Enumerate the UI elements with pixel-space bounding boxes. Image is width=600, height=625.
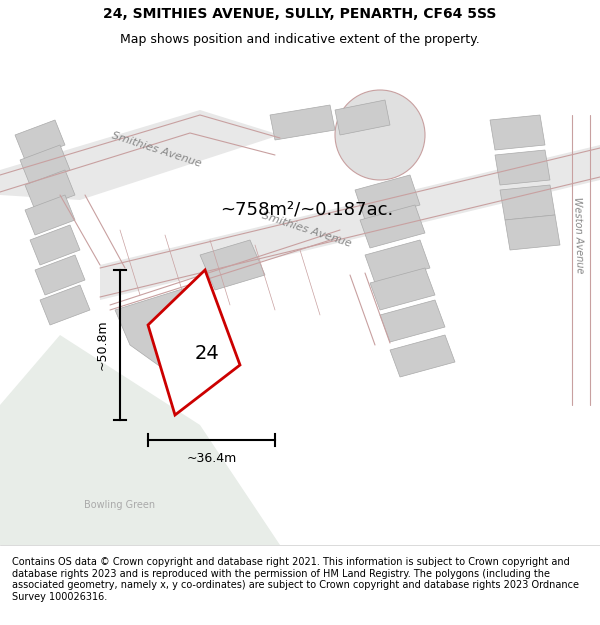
Polygon shape	[20, 145, 70, 185]
Text: Weston Avenue: Weston Avenue	[572, 197, 584, 273]
Polygon shape	[270, 105, 335, 140]
Text: ~36.4m: ~36.4m	[187, 451, 236, 464]
Polygon shape	[500, 185, 555, 220]
Polygon shape	[490, 115, 545, 150]
Polygon shape	[15, 120, 65, 160]
Text: ~50.8m: ~50.8m	[95, 319, 109, 370]
Text: Smithies Avenue: Smithies Avenue	[110, 131, 202, 169]
Polygon shape	[40, 285, 90, 325]
Polygon shape	[360, 205, 425, 248]
Polygon shape	[370, 268, 435, 310]
Polygon shape	[365, 240, 430, 283]
Text: 24: 24	[194, 344, 220, 363]
Polygon shape	[355, 175, 420, 220]
Text: Map shows position and indicative extent of the property.: Map shows position and indicative extent…	[120, 33, 480, 46]
Text: Bowling Green: Bowling Green	[85, 500, 155, 510]
Polygon shape	[100, 145, 600, 300]
Text: 24, SMITHIES AVENUE, SULLY, PENARTH, CF64 5SS: 24, SMITHIES AVENUE, SULLY, PENARTH, CF6…	[103, 7, 497, 21]
Polygon shape	[380, 300, 445, 342]
Polygon shape	[115, 285, 210, 370]
Text: Contains OS data © Crown copyright and database right 2021. This information is : Contains OS data © Crown copyright and d…	[12, 557, 579, 602]
Polygon shape	[25, 195, 75, 235]
Polygon shape	[335, 100, 390, 135]
Polygon shape	[0, 335, 280, 545]
Polygon shape	[505, 215, 560, 250]
Circle shape	[335, 90, 425, 180]
Polygon shape	[200, 240, 265, 290]
Polygon shape	[495, 150, 550, 185]
Text: ~758m²/~0.187ac.: ~758m²/~0.187ac.	[220, 201, 393, 219]
Polygon shape	[148, 270, 240, 415]
Polygon shape	[390, 335, 455, 377]
Polygon shape	[35, 255, 85, 295]
Polygon shape	[25, 170, 75, 210]
Polygon shape	[30, 225, 80, 265]
Text: Smithies Avenue: Smithies Avenue	[260, 211, 352, 249]
Polygon shape	[0, 110, 280, 200]
